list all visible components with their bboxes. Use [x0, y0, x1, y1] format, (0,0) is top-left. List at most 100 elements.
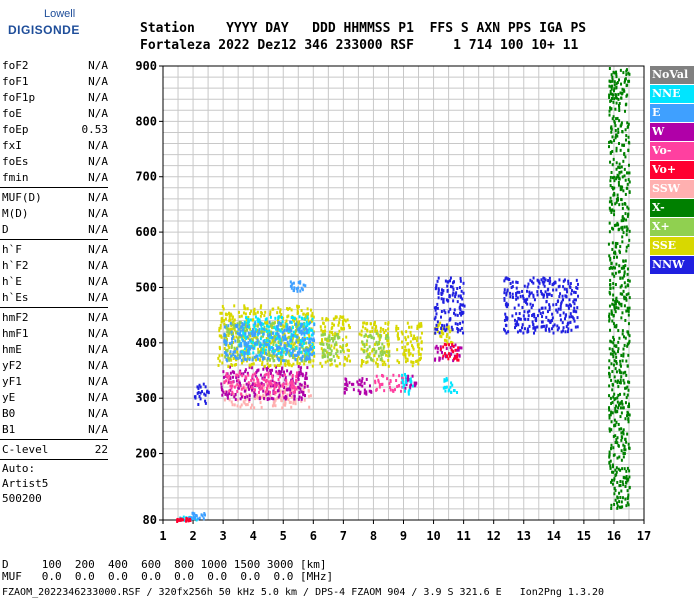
data-point-sse: [276, 311, 279, 315]
data-point-e: [234, 356, 237, 360]
data-point-e: [237, 327, 240, 331]
data-point-w: [248, 394, 251, 398]
data-point-nnw: [522, 331, 525, 335]
data-point-nnw: [509, 291, 512, 295]
data-point-sse: [376, 362, 379, 366]
data-point-nnw: [454, 313, 457, 317]
data-point-x-minusplus: [303, 328, 306, 332]
data-point-e: [194, 516, 197, 520]
data-point-x-minus: [612, 363, 615, 367]
data-point-x-minus: [623, 143, 626, 147]
data-point-w: [303, 381, 306, 385]
data-point-x-minus: [613, 307, 616, 311]
data-point-nnw: [559, 292, 562, 296]
data-point-sse: [387, 327, 390, 331]
data-point-vo-minus: [267, 371, 270, 375]
data-point-nne: [403, 383, 406, 387]
data-point-x-minusplus: [241, 352, 244, 356]
data-point-e: [310, 347, 313, 351]
data-point-vo-minus: [291, 374, 294, 378]
data-point-nne: [287, 329, 290, 333]
data-point-sse: [375, 361, 378, 365]
data-point-w: [266, 368, 269, 372]
data-point-x-minusplus: [364, 333, 367, 337]
data-point-w: [357, 382, 360, 386]
data-point-nnw: [444, 311, 447, 315]
data-point-x-minus: [619, 370, 622, 374]
data-point-sse: [327, 339, 330, 343]
data-point-x-minus: [624, 178, 627, 182]
data-point-sse: [229, 318, 232, 322]
data-point-nnw: [526, 310, 529, 314]
data-point-e: [305, 331, 308, 335]
data-point-vo-minus: [273, 382, 276, 386]
data-point-nne: [306, 336, 309, 340]
data-point-nne: [402, 385, 405, 389]
data-point-nnw: [576, 325, 579, 329]
data-point-w: [413, 384, 416, 388]
data-point-x-minus: [625, 171, 628, 175]
data-point-ssw: [302, 387, 305, 391]
data-point-x-minus: [617, 422, 620, 426]
data-point-nne: [299, 338, 302, 342]
data-point-x-minus: [618, 203, 621, 207]
data-point-sse: [343, 327, 346, 331]
data-point-x-minus: [625, 84, 628, 88]
data-point-nnw: [518, 317, 521, 321]
data-point-vo-minus: [252, 378, 255, 382]
data-point-x-minus: [620, 400, 623, 404]
data-point-w: [240, 372, 243, 376]
data-point-x-minus: [611, 185, 614, 189]
data-point-e: [313, 323, 316, 327]
data-point-x-minus: [622, 443, 625, 447]
data-point-nnw: [507, 277, 510, 281]
data-point-x-minus: [616, 496, 619, 500]
data-point-w: [294, 381, 297, 385]
data-point-x-minus: [614, 93, 617, 97]
data-point-x-minus: [609, 126, 612, 130]
data-point-e: [306, 328, 309, 332]
data-point-sse: [263, 364, 266, 368]
data-point-sse: [419, 352, 422, 356]
data-point-sse: [375, 325, 378, 329]
data-point-w: [286, 369, 289, 373]
data-point-sse: [242, 311, 245, 315]
data-point-e: [299, 330, 302, 334]
data-point-sse: [242, 349, 245, 353]
data-point-x-minusplus: [227, 329, 230, 333]
data-point-nnw: [524, 298, 527, 302]
data-point-x-minus: [608, 93, 611, 97]
data-point-nnw: [515, 297, 518, 301]
data-point-sse: [339, 315, 342, 319]
data-point-nnw: [548, 305, 551, 309]
data-point-nnw: [461, 311, 464, 315]
data-point-nnw: [525, 301, 528, 305]
data-point-sse: [403, 351, 406, 355]
data-point-x-minus: [619, 468, 622, 472]
data-point-sse: [447, 325, 450, 329]
data-point-sse: [386, 342, 389, 346]
data-point-nnw: [565, 313, 568, 317]
data-point-nnw: [570, 315, 573, 319]
data-point-sse: [300, 308, 303, 312]
data-point-x-minus: [610, 99, 613, 103]
data-point-sse: [326, 339, 329, 343]
data-point-nnw: [543, 284, 546, 288]
data-point-sse: [259, 314, 262, 318]
data-point-ssw: [245, 403, 248, 407]
data-point-nnw: [577, 294, 580, 298]
data-point-x-minus: [623, 297, 626, 301]
data-point-nnw: [556, 310, 559, 314]
data-point-w: [269, 371, 272, 375]
data-point-w: [253, 394, 256, 398]
data-point-sse: [365, 343, 368, 347]
param-label: foF1: [2, 75, 29, 88]
data-point-e: [234, 354, 237, 358]
data-point-x-minusplus: [363, 345, 366, 349]
data-point-nne: [279, 329, 282, 333]
data-point-x-minus: [610, 443, 613, 447]
data-point-nnw: [548, 292, 551, 296]
data-point-x-minus: [625, 298, 628, 302]
data-point-x-minusplus: [273, 358, 276, 362]
data-point-sse: [272, 337, 275, 341]
